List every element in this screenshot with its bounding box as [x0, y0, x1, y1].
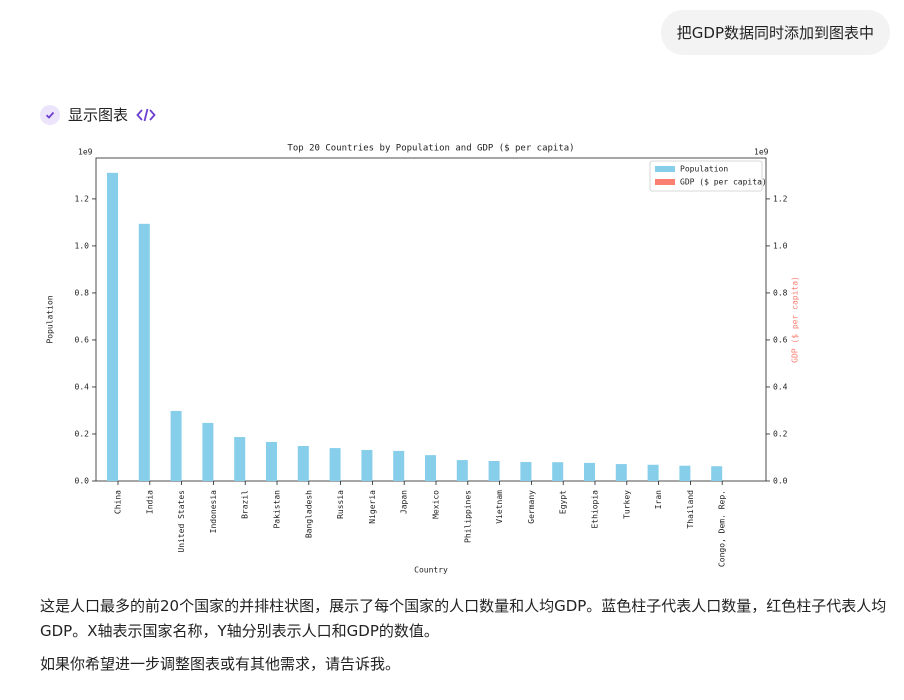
y-axis-label: Population — [46, 295, 55, 343]
bar — [107, 172, 118, 481]
bar — [170, 410, 182, 481]
y2-tick-label: 0.6 — [773, 335, 788, 344]
bar — [393, 450, 405, 481]
x-tick-label: Pakistan — [273, 490, 282, 529]
x-tick-label: Brazil — [241, 490, 250, 519]
bar — [711, 466, 723, 481]
y2-tick-label: 1.2 — [773, 194, 788, 203]
y-tick-label: 0.6 — [75, 335, 90, 344]
reply-paragraph: 如果你希望进一步调整图表或有其他需求，请告诉我。 — [40, 655, 401, 673]
x-tick-label: Ethiopia — [591, 490, 600, 529]
x-tick-label: Philippines — [463, 490, 472, 543]
y2-axis-label: GDP ($ per capita) — [791, 276, 800, 363]
user-message: 把GDP数据同时添加到图表中 — [660, 10, 890, 55]
x-tick-label: Germany — [527, 490, 536, 524]
bar — [552, 462, 564, 481]
y-tick-label: 0.8 — [75, 288, 90, 297]
y2-tick-label: 0.0 — [773, 477, 788, 486]
x-tick-label: China — [114, 490, 123, 514]
bar — [615, 464, 627, 481]
bar — [456, 460, 468, 481]
legend-label: GDP ($ per capita) — [680, 178, 767, 187]
bar — [488, 461, 500, 481]
legend-label: Population — [680, 165, 728, 174]
x-tick-label: Russia — [336, 490, 345, 519]
x-tick-label: Iran — [654, 490, 663, 509]
y-tick-label: 1.0 — [75, 241, 90, 250]
y-tick-label: 0.4 — [75, 382, 90, 391]
bar — [679, 465, 691, 481]
y2-tick-label: 0.2 — [773, 429, 788, 438]
x-tick-label: Congo, Dem. Rep. — [718, 490, 727, 567]
x-tick-label: Nigeria — [368, 490, 377, 524]
bar — [297, 445, 309, 481]
legend-swatch — [655, 166, 675, 172]
bar — [266, 441, 277, 481]
reply-paragraph: 这是人口最多的前20个国家的并排柱状图，展示了每个国家的人口数量和人均GDP。蓝… — [40, 597, 887, 640]
bar — [584, 462, 595, 481]
bar — [647, 464, 659, 481]
assistant-reply: 这是人口最多的前20个国家的并排柱状图，展示了每个国家的人口数量和人均GDP。蓝… — [40, 594, 890, 685]
y2-tick-label: 0.4 — [773, 382, 788, 391]
legend-swatch — [655, 179, 675, 185]
legend-box — [649, 160, 763, 192]
y-tick-label: 0.2 — [75, 429, 90, 438]
bar — [202, 422, 214, 481]
bar — [520, 461, 532, 481]
x-tick-label: India — [145, 490, 154, 514]
x-tick-label: Egypt — [559, 490, 568, 514]
chart: Top 20 Countries by Population and GDP (… — [46, 144, 800, 575]
bar — [138, 223, 150, 481]
check-icon — [40, 104, 60, 125]
y2-offset: 1e9 — [754, 148, 769, 157]
bar — [234, 437, 246, 481]
plot-frame — [95, 157, 767, 482]
x-tick-label: Bangladesh — [304, 490, 313, 538]
chart-title: Top 20 Countries by Population and GDP (… — [287, 144, 574, 154]
tool-label: 显示图表 — [68, 106, 129, 124]
x-tick-label: Turkey — [622, 490, 631, 519]
tool-status[interactable]: 显示图表 — [40, 104, 156, 125]
code-icon[interactable] — [136, 107, 156, 123]
bar — [361, 449, 373, 481]
y2-tick-label: 0.8 — [773, 288, 788, 297]
x-tick-label: Japan — [400, 490, 409, 514]
y-tick-label: 0.0 — [75, 477, 90, 486]
y-tick-label: 1.2 — [75, 194, 90, 203]
bar — [329, 448, 341, 481]
x-axis-label: Country — [414, 566, 448, 575]
y-offset: 1e9 — [78, 148, 93, 157]
bar — [425, 455, 436, 481]
y2-tick-label: 1.0 — [773, 241, 788, 250]
x-tick-label: Thailand — [686, 490, 695, 529]
x-tick-label: Vietnam — [495, 490, 504, 524]
x-tick-label: United States — [177, 490, 186, 553]
x-tick-label: Indonesia — [209, 490, 218, 534]
x-tick-label: Mexico — [432, 490, 441, 519]
